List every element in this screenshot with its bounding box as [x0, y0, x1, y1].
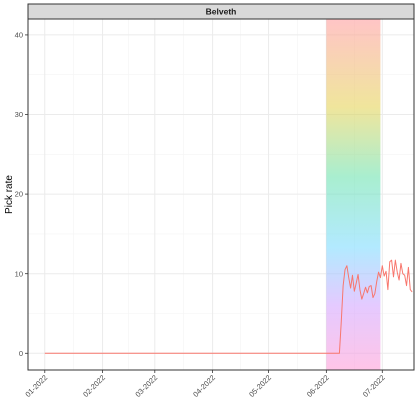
x-tick-label: 06-2022	[305, 373, 331, 399]
y-axis-title: Pick rate	[4, 175, 15, 214]
highlight-band	[326, 19, 381, 370]
y-tick-label: 10	[15, 269, 23, 278]
series-layer	[44, 259, 413, 354]
x-tick-label: 07-2022	[361, 373, 387, 399]
y-tick-label: 0	[19, 349, 23, 358]
y-tick-label: 40	[15, 31, 23, 40]
y-tick-label: 30	[15, 110, 23, 119]
x-tick-label: 03-2022	[133, 373, 159, 399]
x-tick-label: 05-2022	[247, 373, 273, 399]
x-tick-label: 02-2022	[81, 373, 107, 399]
series-line-1	[44, 259, 413, 354]
y-axis: 0 10 20 30 40	[15, 31, 28, 358]
x-tick-label: 04-2022	[191, 373, 217, 399]
facet-strip-label: Belveth	[206, 7, 237, 17]
x-axis: 01-2022 02-2022 03-2022 04-2022 05-2022 06-20…	[23, 370, 387, 399]
facet-strip	[27, 3, 415, 20]
x-tick-label: 01-2022	[23, 373, 49, 399]
y-tick-label: 20	[15, 190, 23, 199]
